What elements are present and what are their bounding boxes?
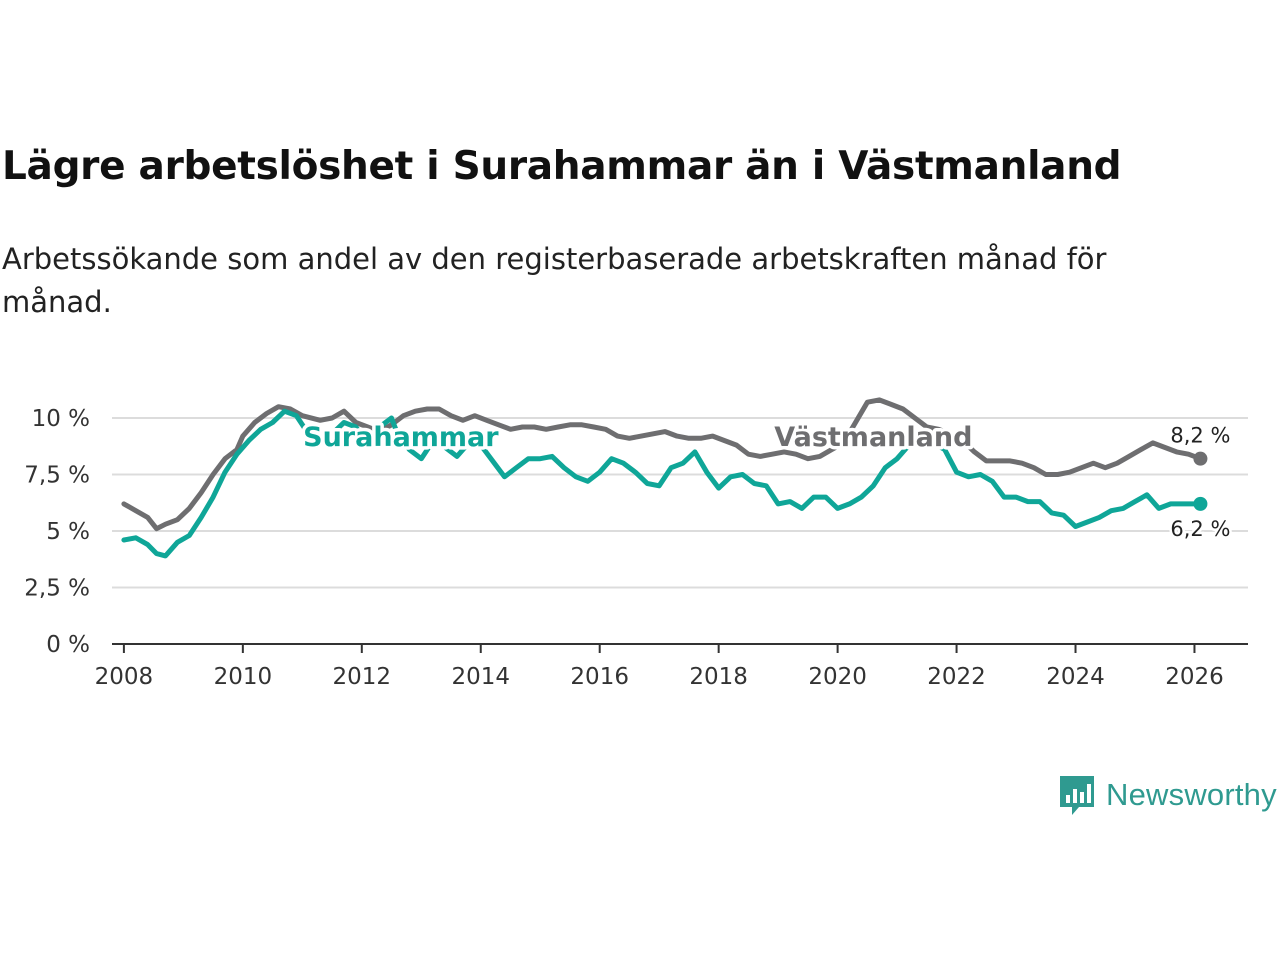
end-value-label: 6,2 % [1170,517,1230,541]
x-tick-label: 2012 [333,664,392,690]
y-tick-label: 7,5 % [24,463,90,489]
y-tick-label: 0 % [46,632,90,658]
axes: 0 % 2,5 % 5 % 7,5 % 10 % 2008 2010 2012 2014 2016… [24,406,1248,690]
end-value-label: 8,2 % [1170,424,1230,448]
grid-lines [112,417,1248,589]
series-line-vastmanland [121,397,1203,532]
x-tick-label: 2018 [689,664,748,690]
chart-subtitle: Arbetssökande som andel av den registerb… [2,242,1107,319]
y-tick-label: 5 % [46,519,90,545]
series-label: Surahammar [303,422,499,453]
y-tick-label: 10 % [32,406,90,432]
newsworthy-logo-icon [1060,776,1094,815]
x-tick-label: 2024 [1046,664,1105,690]
series-lines [121,397,1208,559]
x-tick-label: 2014 [451,664,510,690]
x-tick-label: 2016 [570,664,629,690]
series-labels: Surahammar Västmanland 8,2 % 6,2 % [300,419,1233,544]
end-marker-surahammar [1193,496,1208,511]
end-marker-vastmanland [1193,451,1208,466]
x-tick-label: 2022 [927,664,986,690]
series-label: Västmanland [774,422,972,453]
x-tick-label: 2026 [1165,664,1224,690]
x-tick-label: 2010 [214,664,273,690]
brand-name: Newsworthy [1106,777,1277,812]
y-tick-label: 2,5 % [24,576,90,602]
chart-title: Lägre arbetslöshet i Surahammar än i Väs… [2,144,1122,189]
brand-logo: Newsworthy [1058,773,1277,817]
x-tick-label: 2020 [808,664,867,690]
series-line-surahammar [121,408,1203,559]
x-tick-label: 2008 [95,664,154,690]
